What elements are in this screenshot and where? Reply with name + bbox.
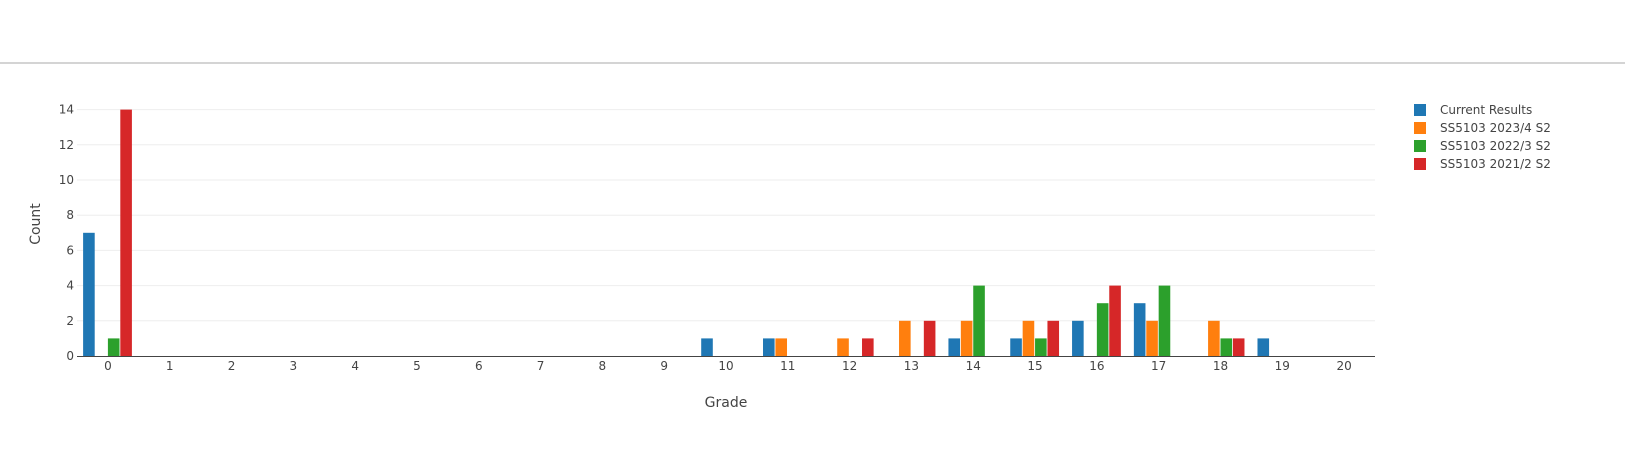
bar-ss5103-2023-4-s2-12 <box>837 338 849 356</box>
x-tick-label: 6 <box>475 359 483 373</box>
x-tick-label: 19 <box>1275 359 1290 373</box>
bar-ss5103-2023-4-s2-17 <box>1146 320 1158 356</box>
y-tick-label: 12 <box>59 138 74 152</box>
y-tick-label: 2 <box>66 314 74 328</box>
legend-swatch <box>1414 140 1426 152</box>
x-axis-title: Grade <box>705 395 748 411</box>
y-tick-label: 6 <box>66 243 74 257</box>
bar-ss5103-2021-2-s2-16 <box>1109 285 1121 356</box>
y-tick-label: 14 <box>59 103 74 117</box>
x-tick-label: 10 <box>718 359 733 373</box>
x-tick-label: 11 <box>780 359 795 373</box>
x-tick-label: 13 <box>904 359 919 373</box>
y-tick-label: 10 <box>59 173 74 187</box>
x-tick-label: 12 <box>842 359 857 373</box>
legend-label: SS5103 2023/4 S2 <box>1440 121 1551 135</box>
bar-ss5103-2022-3-s2-17 <box>1158 285 1171 356</box>
bar-ss5103-2023-4-s2-15 <box>1022 320 1035 356</box>
bar-ss5103-2023-4-s2-18 <box>1208 320 1220 356</box>
legend-swatch <box>1414 158 1426 170</box>
legend[interactable]: Current Results SS5103 2023/4 S2 SS5103 20… <box>1414 103 1551 171</box>
legend-item-1[interactable]: SS5103 2023/4 S2 <box>1414 121 1551 135</box>
x-tick-label: 1 <box>166 359 174 373</box>
bar-ss5103-2023-4-s2-13 <box>899 320 911 356</box>
legend-label: Current Results <box>1440 103 1532 117</box>
bar-ss5103-2021-2-s2-12 <box>862 338 874 356</box>
bar-ss5103-2021-2-s2-0 <box>120 109 132 356</box>
legend-label: SS5103 2021/2 S2 <box>1440 157 1551 171</box>
bar-ss5103-2023-4-s2-14 <box>960 320 973 356</box>
bar-current-results-0 <box>83 232 95 356</box>
bar-ss5103-2022-3-s2-16 <box>1096 303 1109 356</box>
x-tick-label: 14 <box>966 359 981 373</box>
gridlines <box>77 109 1375 322</box>
y-axis: 0 2 4 6 8 10 12 14 <box>59 103 74 363</box>
bar-current-results-17 <box>1133 303 1146 356</box>
x-tick-label: 20 <box>1336 359 1351 373</box>
bar-ss5103-2022-3-s2-0 <box>107 338 120 356</box>
bar-current-results-16 <box>1072 320 1084 356</box>
bar-ss5103-2022-3-s2-14 <box>973 285 985 356</box>
bar-current-results-14 <box>948 338 961 356</box>
x-tick-label: 0 <box>104 359 112 373</box>
bar-current-results-10 <box>701 338 713 356</box>
bar-ss5103-2021-2-s2-18 <box>1232 338 1245 356</box>
x-tick-label: 18 <box>1213 359 1228 373</box>
y-tick-label: 4 <box>66 279 74 293</box>
bar-current-results-11 <box>763 338 775 356</box>
bar-current-results-15 <box>1010 338 1022 356</box>
x-tick-label: 8 <box>599 359 607 373</box>
x-tick-label: 5 <box>413 359 421 373</box>
bar-ss5103-2021-2-s2-13 <box>923 320 936 356</box>
bar-ss5103-2021-2-s2-15 <box>1047 320 1060 356</box>
y-axis-title: Count <box>28 203 44 245</box>
legend-item-3[interactable]: SS5103 2021/2 S2 <box>1414 157 1551 171</box>
x-tick-label: 17 <box>1151 359 1166 373</box>
legend-item-2[interactable]: SS5103 2022/3 S2 <box>1414 139 1551 153</box>
x-tick-label: 7 <box>537 359 545 373</box>
x-tick-label: 9 <box>660 359 668 373</box>
legend-label: SS5103 2022/3 S2 <box>1440 139 1551 153</box>
y-tick-label: 0 <box>66 349 74 363</box>
x-tick-label: 15 <box>1027 359 1042 373</box>
x-tick-label: 3 <box>290 359 298 373</box>
x-axis: 0 1 2 3 4 5 6 7 8 9 10 11 12 13 14 15 16 17 18 19 20 <box>77 356 1375 373</box>
bar-ss5103-2022-3-s2-18 <box>1220 338 1233 356</box>
y-tick-label: 8 <box>66 208 74 222</box>
x-tick-label: 2 <box>228 359 236 373</box>
legend-swatch <box>1414 104 1426 116</box>
x-tick-label: 16 <box>1089 359 1104 373</box>
top-band <box>0 0 1625 62</box>
bar-ss5103-2023-4-s2-11 <box>775 338 788 356</box>
top-divider <box>0 62 1625 64</box>
legend-item-0[interactable]: Current Results <box>1414 103 1532 117</box>
bar-ss5103-2022-3-s2-15 <box>1035 338 1047 356</box>
legend-swatch <box>1414 122 1426 134</box>
bars <box>83 109 1270 356</box>
bar-current-results-19 <box>1257 338 1270 356</box>
x-tick-label: 4 <box>351 359 359 373</box>
